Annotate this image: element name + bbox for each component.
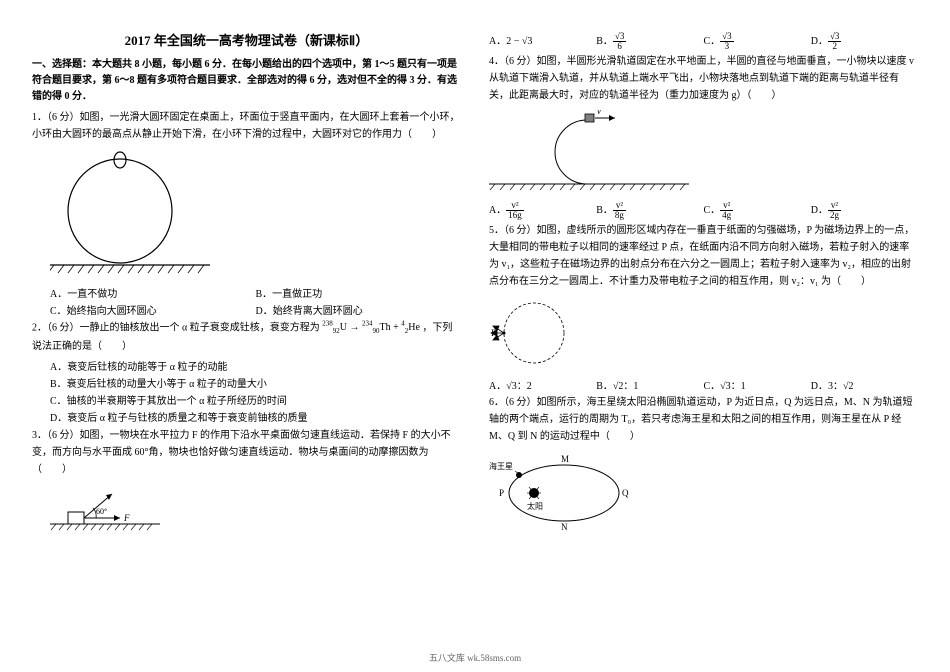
q2-opt-c: C．铀核的半衰期等于其放出一个 α 粒子所经历的时间 <box>32 393 461 410</box>
q-label: Q <box>622 488 629 498</box>
u-z: 92 <box>333 327 340 335</box>
q1-figure <box>50 149 210 279</box>
v-label: v <box>597 110 601 116</box>
section-heading: 一、选择题：本大题共 8 小题，每小题 6 分．在每小题给出的四个选项中，第 1… <box>32 57 461 105</box>
angle-label: 60° <box>96 507 107 516</box>
exam-title: 2017 年全国统一高考物理试卷（新课标Ⅱ） <box>32 30 461 49</box>
question-3: 3．（6 分）如图，一物块在水平拉力 F 的作用下沿水平桌面做匀速直线运动．若保… <box>32 427 461 478</box>
q6-figure: 太阳 海王星 M N P Q <box>489 451 639 531</box>
q4-options: A．v²16g B．v²8g C．v²4g D．v²2g <box>489 201 918 220</box>
question-6: 6．（6 分）如图所示，海王星绕太阳沿椭圆轨道运动，P 为近日点，Q 为远日点，… <box>489 394 918 445</box>
q4-opt-c: C．v²4g <box>704 201 811 220</box>
q4-figure: v <box>489 110 689 195</box>
u-mass: 238 <box>322 320 333 328</box>
force-label: F <box>123 513 130 523</box>
q3-opt-d: D．√32 <box>811 32 918 51</box>
q1-opt-a: A．一直不做功 <box>50 285 256 300</box>
q2-nuclear-eq: 23892U → 23490Th + 42He <box>322 322 422 333</box>
th-mass: 234 <box>362 320 373 328</box>
q3d-pre: D． <box>811 36 828 47</box>
q1-options-row2: C．始终指向大圆环圆心 D．始终背离大圆环圆心 <box>32 302 461 317</box>
question-2: 2．（6 分）一静止的铀核放出一个 α 粒子衰变成钍核，衰变方程为 23892U… <box>32 319 461 355</box>
q5-figure: P <box>489 296 579 371</box>
q5-opt-c: C．√3：1 <box>704 377 811 392</box>
q1-opt-d: D．始终背离大圆环圆心 <box>256 302 462 317</box>
q2-opt-b: B．衰变后钍核的动量大小等于 α 粒子的动量大小 <box>32 376 461 393</box>
q4c-den: 4g <box>720 211 733 220</box>
q3c-pre: C． <box>704 36 721 47</box>
page-columns: 2017 年全国统一高考物理试卷（新课标Ⅱ） 一、选择题：本大题共 8 小题，每… <box>32 30 918 540</box>
q3a-pre: A．2 − <box>489 36 522 47</box>
q3b-pre: B． <box>596 36 613 47</box>
left-column: 2017 年全国统一高考物理试卷（新课标Ⅱ） 一、选择题：本大题共 8 小题，每… <box>32 30 461 540</box>
right-column: A．2 − √3 B．√36 C．√33 D．√32 4．（6 分）如图，半圆形… <box>489 30 918 540</box>
question-5: 5．（6 分）如图，虚线所示的圆形区域内存在一垂直于纸面的匀强磁场，P 为磁场边… <box>489 222 918 290</box>
q4-opt-a: A．v²16g <box>489 201 596 220</box>
question-4: 4．（6 分）如图，半圆形光滑轨道固定在水平地面上，半圆的直径与地面垂直，一小物… <box>489 53 918 104</box>
page-footer: 五八文库 wk.58sms.com <box>0 651 950 664</box>
n-label: N <box>561 522 568 531</box>
m-label: M <box>561 454 569 464</box>
arrow: → <box>349 322 359 333</box>
q5-opt-d: D．3：√2 <box>811 377 918 392</box>
q4-opt-b: B．v²8g <box>596 201 703 220</box>
q3-figure: 60° F <box>50 484 170 534</box>
q5-opt-b: B．√2：1 <box>596 377 703 392</box>
q3a-sqrt: √3 <box>522 36 533 47</box>
q2-opt-a: A．衰变后钍核的动能等于 α 粒子的动能 <box>32 359 461 376</box>
he-sym: He <box>408 322 420 333</box>
q4-opt-d: D．v²2g <box>811 201 918 220</box>
q3-opt-b: B．√36 <box>596 32 703 51</box>
q5-options: A．√3：2 B．√2：1 C．√3：1 D．3：√2 <box>489 377 918 392</box>
q3-opt-c: C．√33 <box>704 32 811 51</box>
q3-opt-a: A．2 − √3 <box>489 32 596 51</box>
q3b-den: 6 <box>613 42 626 51</box>
q3-options: A．2 − √3 B．√36 C．√33 D．√32 <box>489 32 918 51</box>
q4a-pre: A． <box>489 205 506 216</box>
q4b-pre: B． <box>596 205 613 216</box>
plus: + <box>393 322 399 333</box>
question-1: 1．（6 分）如图，一光滑大圆环固定在桌面上，环面位于竖直平面内，在大圆环上套着… <box>32 109 461 143</box>
q1-opt-b: B．一直做正功 <box>256 285 462 300</box>
p-label2: P <box>499 488 504 498</box>
q3c-den: 3 <box>720 42 733 51</box>
q3d-den: 2 <box>828 42 841 51</box>
th-sym: Th <box>379 322 390 333</box>
q1-options-row1: A．一直不做功 B．一直做正功 <box>32 285 461 300</box>
q4a-den: 16g <box>506 211 524 220</box>
q4d-den: 2g <box>828 211 841 220</box>
q2-stem-a: 2．（6 分）一静止的铀核放出一个 α 粒子衰变成钍核，衰变方程为 <box>32 322 322 333</box>
u-sym: U <box>340 322 347 333</box>
q4c-pre: C． <box>704 205 721 216</box>
q4d-pre: D． <box>811 205 828 216</box>
q5-opt-a: A．√3：2 <box>489 377 596 392</box>
q1-opt-c: C．始终指向大圆环圆心 <box>50 302 256 317</box>
q2-opt-d: D．衰变后 α 粒子与钍核的质量之和等于衰变前铀核的质量 <box>32 410 461 427</box>
sun-label: 太阳 <box>527 501 543 511</box>
q4b-den: 8g <box>613 211 626 220</box>
neptune-label: 海王星 <box>489 461 513 471</box>
